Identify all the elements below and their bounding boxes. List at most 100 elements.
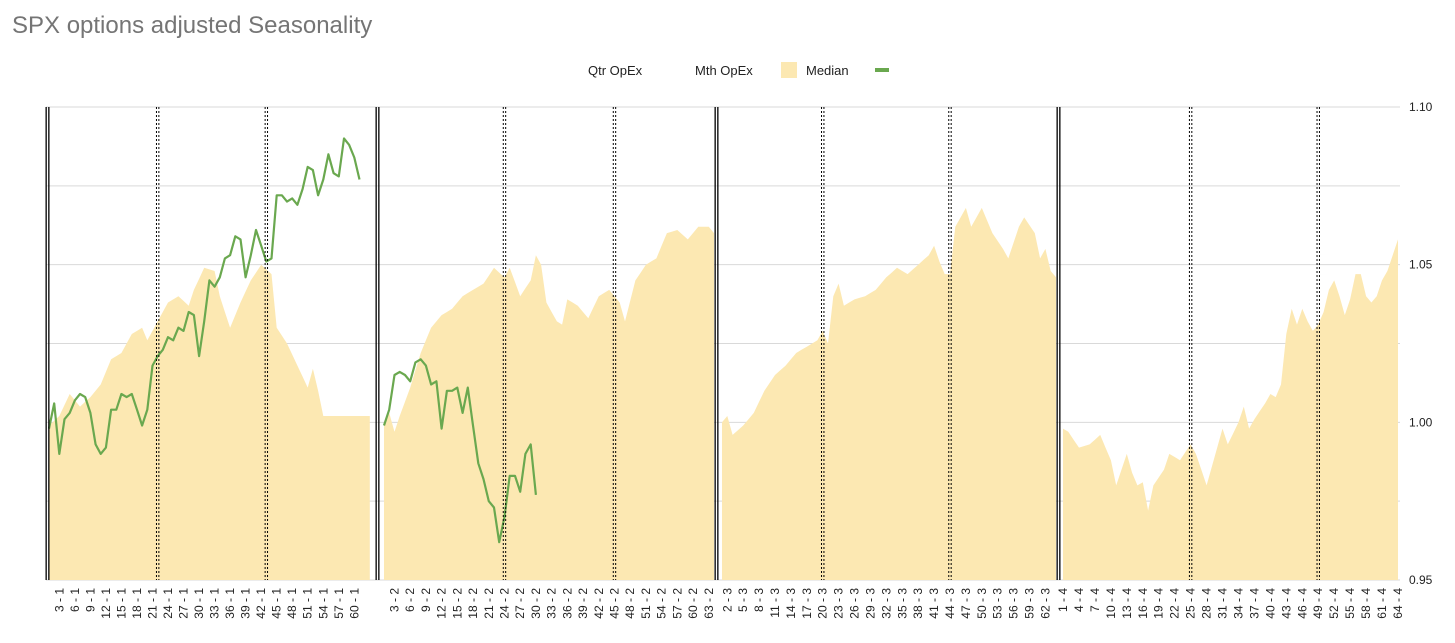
x-tick-label: 6 - 1 bbox=[68, 588, 82, 612]
qtr-opex-marker bbox=[1059, 107, 1061, 580]
x-tick-label: 8 - 3 bbox=[752, 588, 766, 612]
x-tick-label: 20 - 3 bbox=[816, 588, 830, 619]
x-tick-label: 32 - 3 bbox=[879, 588, 893, 619]
x-tick-label: 10 - 4 bbox=[1104, 588, 1118, 619]
x-tick-label: 31 - 4 bbox=[1216, 588, 1230, 619]
x-tick-label: 29 - 3 bbox=[863, 588, 877, 619]
legend-label-qtr-opex: Qtr OpEx bbox=[588, 63, 643, 78]
x-tick-label: 24 - 2 bbox=[498, 588, 512, 619]
x-tick-label: 61 - 4 bbox=[1375, 588, 1389, 619]
median-areas bbox=[49, 207, 1398, 581]
median-area-q2 bbox=[384, 226, 714, 581]
x-tick-label: 13 - 4 bbox=[1120, 588, 1134, 619]
legend-swatch-median bbox=[781, 62, 797, 78]
y-tick-label: 1.10 bbox=[1409, 100, 1433, 114]
median-area-q4 bbox=[1063, 239, 1398, 580]
x-tick-label: 27 - 2 bbox=[513, 588, 527, 619]
y-tick-label: 1.05 bbox=[1409, 258, 1433, 272]
current-year-lines bbox=[47, 137, 537, 544]
x-tick-label: 39 - 1 bbox=[239, 588, 253, 619]
x-tick-label: 12 - 2 bbox=[435, 588, 449, 619]
x-tick-label: 54 - 1 bbox=[316, 588, 330, 619]
x-tick-label: 46 - 4 bbox=[1295, 588, 1309, 619]
x-tick-label: 17 - 3 bbox=[800, 588, 814, 619]
y-tick-label: 0.95 bbox=[1409, 573, 1433, 587]
x-tick-label: 51 - 2 bbox=[639, 588, 653, 619]
x-tick-label: 36 - 1 bbox=[223, 588, 237, 619]
x-tick-label: 43 - 4 bbox=[1279, 588, 1293, 619]
legend: Qtr OpEx Mth OpEx Median bbox=[588, 62, 889, 78]
x-tick-label: 40 - 4 bbox=[1263, 588, 1277, 619]
x-tick-label: 3 - 1 bbox=[52, 588, 66, 612]
x-tick-label: 35 - 3 bbox=[895, 588, 909, 619]
qtr-opex-marker bbox=[714, 107, 716, 580]
x-tick-label: 48 - 1 bbox=[285, 588, 299, 619]
qtr-opex-marker bbox=[45, 107, 47, 580]
x-tick-label: 9 - 1 bbox=[83, 588, 97, 612]
qtr-opex-marker bbox=[717, 107, 719, 580]
x-tick-label: 28 - 4 bbox=[1200, 588, 1214, 619]
x-tick-label: 37 - 4 bbox=[1247, 588, 1261, 619]
x-tick-label: 34 - 4 bbox=[1232, 588, 1246, 619]
x-tick-label: 58 - 4 bbox=[1359, 588, 1373, 619]
x-tick-label: 41 - 3 bbox=[927, 588, 941, 619]
y-axis: 0.95 1.00 1.05 1.10 bbox=[1409, 100, 1433, 587]
x-tick-label: 6 - 2 bbox=[403, 588, 417, 612]
x-tick-label: 24 - 1 bbox=[161, 588, 175, 619]
x-tick-label: 19 - 4 bbox=[1152, 588, 1166, 619]
x-tick-label: 60 - 2 bbox=[686, 588, 700, 619]
x-tick-label: 51 - 1 bbox=[301, 588, 315, 619]
x-tick-label: 52 - 4 bbox=[1327, 588, 1341, 619]
x-tick-label: 7 - 4 bbox=[1088, 588, 1102, 612]
x-tick-label: 2 - 3 bbox=[720, 588, 734, 612]
x-tick-label: 50 - 3 bbox=[975, 588, 989, 619]
x-tick-label: 18 - 2 bbox=[466, 588, 480, 619]
x-tick-label: 33 - 2 bbox=[545, 588, 559, 619]
x-tick-label: 53 - 3 bbox=[991, 588, 1005, 619]
x-tick-label: 5 - 3 bbox=[736, 588, 750, 612]
x-tick-label: 39 - 2 bbox=[576, 588, 590, 619]
opex-markers bbox=[45, 107, 1320, 580]
qtr-opex-marker bbox=[1056, 107, 1058, 580]
x-tick-label: 55 - 4 bbox=[1343, 588, 1357, 619]
x-tick-label: 48 - 2 bbox=[623, 588, 637, 619]
x-tick-label: 27 - 1 bbox=[177, 588, 191, 619]
x-tick-label: 3 - 2 bbox=[388, 588, 402, 612]
x-tick-label: 59 - 3 bbox=[1023, 588, 1037, 619]
x-tick-label: 16 - 4 bbox=[1136, 588, 1150, 619]
legend-label-median: Median bbox=[806, 63, 849, 78]
x-tick-label: 62 - 3 bbox=[1038, 588, 1052, 619]
x-tick-label: 63 - 2 bbox=[702, 588, 716, 619]
x-tick-label: 64 - 4 bbox=[1391, 588, 1405, 619]
x-tick-label: 15 - 2 bbox=[450, 588, 464, 619]
median-area-q3 bbox=[722, 207, 1056, 580]
current-line-q2 bbox=[382, 358, 537, 544]
x-tick-label: 57 - 2 bbox=[670, 588, 684, 619]
x-tick-label: 38 - 3 bbox=[911, 588, 925, 619]
x-tick-label: 23 - 3 bbox=[832, 588, 846, 619]
x-tick-label: 12 - 1 bbox=[99, 588, 113, 619]
x-tick-label: 42 - 2 bbox=[592, 588, 606, 619]
x-tick-label: 49 - 4 bbox=[1311, 588, 1325, 619]
x-tick-label: 33 - 1 bbox=[208, 588, 222, 619]
x-tick-label: 57 - 1 bbox=[332, 588, 346, 619]
current-line-q1 bbox=[47, 137, 361, 455]
x-tick-label: 21 - 2 bbox=[482, 588, 496, 619]
x-tick-label: 21 - 1 bbox=[146, 588, 160, 619]
x-tick-label: 25 - 4 bbox=[1184, 588, 1198, 619]
x-tick-label: 44 - 3 bbox=[943, 588, 957, 619]
qtr-opex-marker bbox=[375, 107, 377, 580]
y-tick-label: 1.00 bbox=[1409, 415, 1433, 429]
x-tick-label: 36 - 2 bbox=[560, 588, 574, 619]
x-tick-label: 1 - 4 bbox=[1056, 588, 1070, 612]
qtr-opex-marker bbox=[48, 107, 50, 580]
x-tick-label: 42 - 1 bbox=[254, 588, 268, 619]
x-tick-label: 30 - 2 bbox=[529, 588, 543, 619]
legend-label-mth-opex: Mth OpEx bbox=[695, 63, 753, 78]
x-tick-label: 14 - 3 bbox=[784, 588, 798, 619]
x-tick-label: 56 - 3 bbox=[1007, 588, 1021, 619]
legend-swatch-current bbox=[875, 68, 889, 72]
x-tick-label: 54 - 2 bbox=[655, 588, 669, 619]
